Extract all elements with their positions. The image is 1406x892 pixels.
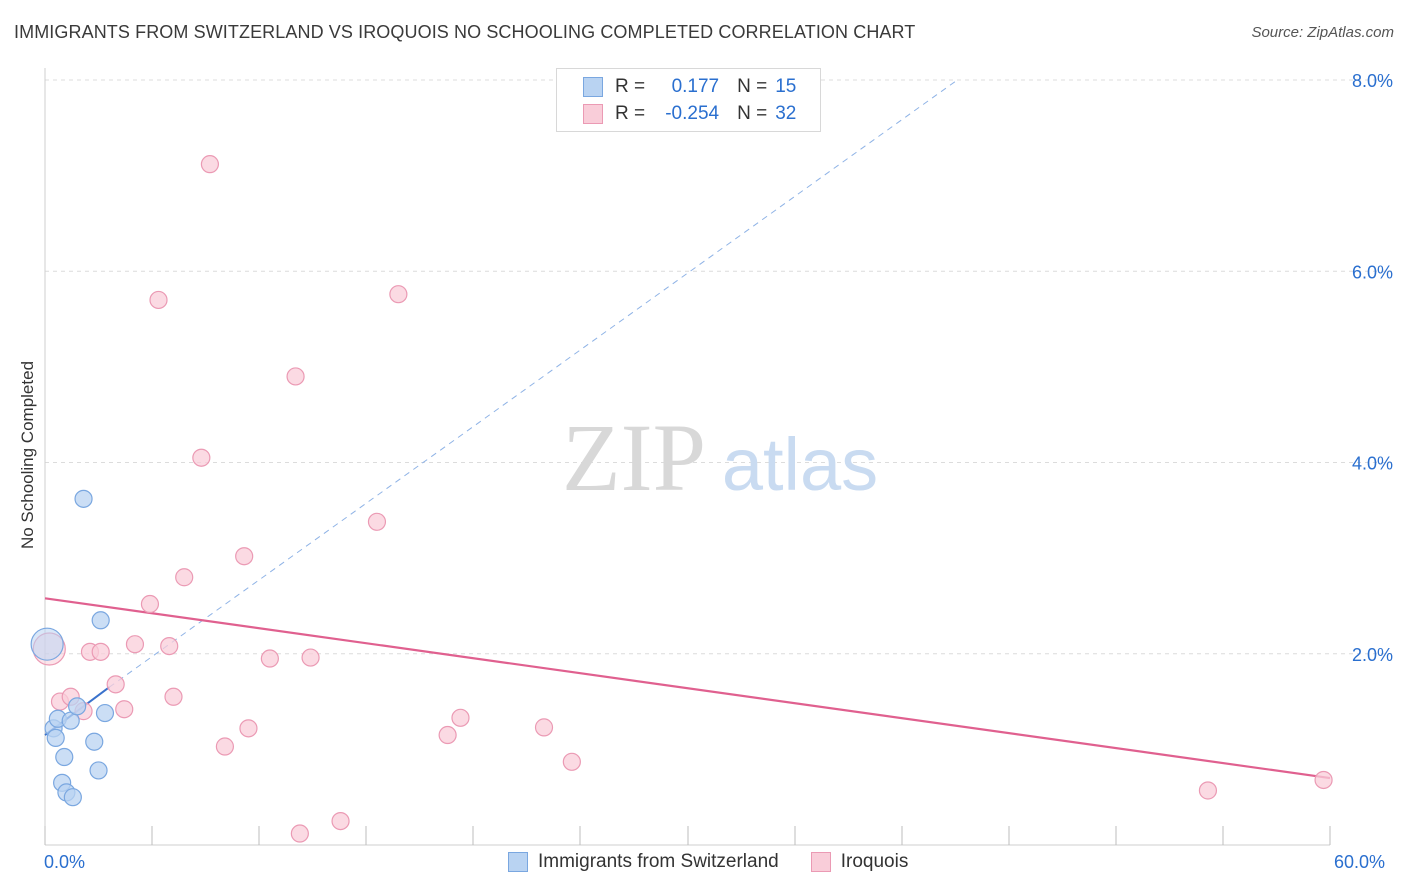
point-pink — [215, 737, 234, 756]
y-axis-label: No Schooling Completed — [18, 360, 37, 550]
source-label: Source: ZipAtlas.com — [1251, 24, 1394, 41]
point-pink — [149, 290, 168, 310]
point-pink — [115, 700, 134, 719]
point-blue — [63, 788, 82, 807]
point-pink — [438, 725, 457, 745]
point-blue — [95, 703, 115, 723]
correlation-legend: R = 0.177 N = 15 R = -0.254 N = 32 — [556, 68, 821, 132]
y-tick-label: 4.0% — [1352, 454, 1393, 474]
legend-r-value: 0.177 — [671, 76, 720, 97]
point-pink — [331, 811, 350, 831]
point-pink — [125, 635, 145, 654]
point-blue — [30, 627, 64, 661]
point-pink — [235, 547, 254, 566]
legend-r-label: R = — [615, 103, 646, 124]
point-blue — [55, 747, 74, 767]
series-swatch-pink — [810, 852, 831, 872]
legend-r-value: -0.254 — [665, 103, 720, 124]
point-pink — [389, 285, 408, 304]
point-blue — [91, 611, 110, 630]
point-pink — [140, 594, 160, 614]
point-pink — [367, 512, 387, 531]
legend-n-value: 32 — [775, 103, 797, 124]
point-pink — [534, 718, 554, 737]
point-pink — [301, 648, 320, 667]
watermark: ZIP atlas — [562, 404, 878, 511]
trend-line-extension — [108, 79, 958, 688]
grid-layer — [45, 79, 1392, 655]
point-pink — [164, 687, 183, 706]
point-blue — [74, 489, 93, 508]
y-tick-label: 8.0% — [1352, 71, 1393, 91]
point-pink — [200, 155, 220, 174]
series-legend-item-switzerland: Immigrants from Switzerland — [508, 851, 779, 873]
chart-title: IMMIGRANTS FROM SWITZERLAND VS IROQUOIS … — [14, 22, 916, 42]
legend-swatch-pink — [583, 104, 603, 124]
trend-line-pink — [44, 597, 1331, 780]
series-legend-item-iroquois: Iroquois — [810, 851, 909, 873]
point-pink — [451, 708, 470, 727]
point-pink — [1198, 781, 1218, 800]
legend-r-label: R = — [615, 76, 646, 97]
series-swatch-blue — [508, 852, 528, 872]
legend-swatch-blue — [583, 77, 603, 97]
axis-layer — [44, 68, 1331, 846]
point-pink — [1314, 770, 1333, 790]
watermark-atlas: atlas — [722, 423, 878, 506]
points-layer — [30, 155, 1333, 843]
point-pink — [160, 636, 179, 656]
y-tick-label: 2.0% — [1352, 645, 1393, 665]
point-blue — [68, 697, 87, 716]
x-tick-label-max: 60.0% — [1334, 852, 1386, 872]
legend-n-label: N = — [737, 76, 768, 97]
series-label: Immigrants from Switzerland — [538, 851, 779, 872]
point-pink — [260, 649, 279, 668]
y-tick-labels: 2.0% 4.0% 6.0% 8.0% — [1352, 71, 1393, 665]
legend-n-label: N = — [737, 103, 768, 124]
point-pink — [175, 568, 194, 587]
y-tick-label: 6.0% — [1352, 262, 1393, 282]
watermark-zip: ZIP — [562, 404, 706, 511]
legend-row-iroquois: R = -0.254 N = 32 — [583, 101, 796, 127]
point-pink — [106, 675, 125, 694]
legend-row-switzerland: R = 0.177 N = 15 — [583, 74, 796, 100]
point-pink — [562, 752, 581, 771]
legend-n-value: 15 — [775, 76, 797, 97]
point-blue — [46, 728, 65, 748]
point-blue — [85, 732, 104, 751]
point-pink — [192, 448, 211, 467]
series-legend: Immigrants from Switzerland Iroquois — [508, 851, 940, 873]
point-pink — [239, 719, 258, 738]
point-pink — [91, 642, 110, 661]
x-tick-label-min: 0.0% — [44, 852, 86, 872]
point-pink — [290, 824, 309, 843]
series-label: Iroquois — [840, 851, 909, 872]
point-blue — [89, 761, 108, 780]
point-pink — [286, 367, 305, 386]
